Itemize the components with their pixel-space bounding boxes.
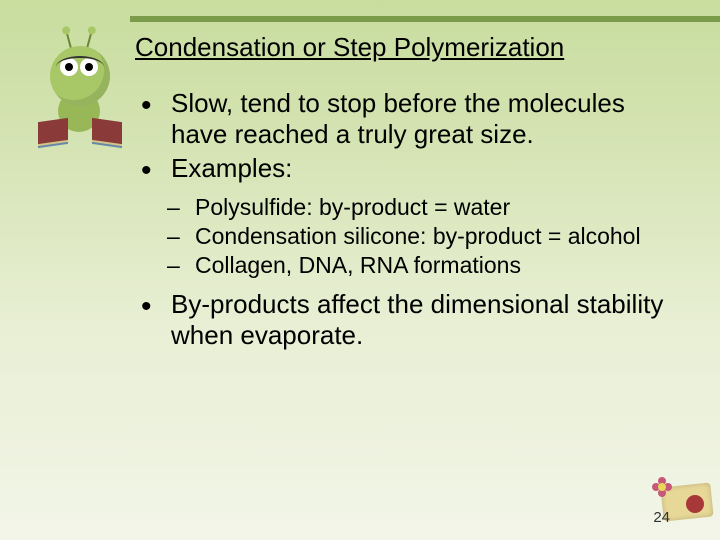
sub-bullet-item: Polysulfide: by-product = water bbox=[135, 194, 680, 221]
page-number: 24 bbox=[653, 509, 670, 526]
header-accent-line bbox=[0, 16, 720, 22]
sub-bullet-item: Condensation silicone: by-product = alco… bbox=[135, 223, 680, 250]
slide-body: Slow, tend to stop before the molecules … bbox=[135, 88, 680, 355]
bullet-item: By-products affect the dimensional stabi… bbox=[135, 289, 680, 350]
bullet-item: Slow, tend to stop before the molecules … bbox=[135, 88, 680, 149]
bookworm-mascot-icon bbox=[30, 28, 130, 158]
slide-title: Condensation or Step Polymerization bbox=[135, 32, 564, 63]
bullet-item: Examples: bbox=[135, 153, 680, 184]
sub-bullet-item: Collagen, DNA, RNA formations bbox=[135, 252, 680, 279]
